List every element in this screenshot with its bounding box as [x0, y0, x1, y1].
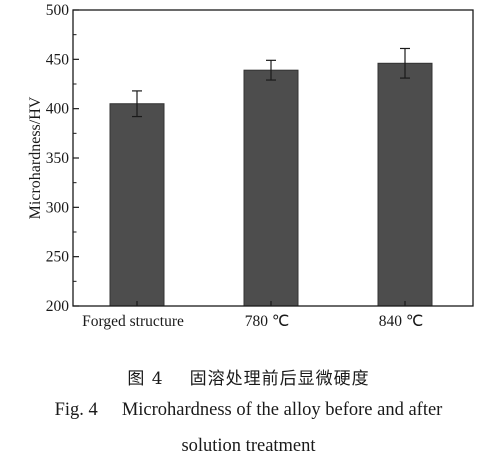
caption-en-line2: solution treatment: [181, 436, 316, 456]
caption-cn-number: 图 4: [127, 369, 164, 389]
error-bars-group: [132, 47, 410, 118]
y-tick-label-2: 300: [46, 199, 70, 216]
figure-caption-chinese: 图 4 固溶处理前后显微硬度: [0, 364, 497, 389]
caption-en-line1: Microhardness of the alloy before and af…: [121, 400, 443, 420]
x-tick-label-1: 780 ℃: [245, 313, 290, 330]
x-ticks-group: Forged structure 780 ℃ 840 ℃: [82, 301, 423, 330]
y-tick-label-4: 400: [46, 101, 70, 118]
y-tick-label-5: 450: [46, 51, 70, 68]
chart-figure: 200 250 300 350 400 450 500 Forged structure 78…: [27, 2, 474, 330]
y-tick-label-3: 350: [46, 150, 70, 167]
bar-1: [243, 69, 299, 307]
bar-0: [109, 103, 165, 307]
caption-en-number: Fig. 4: [54, 400, 98, 420]
bars-group: [109, 62, 433, 307]
x-tick-label-2: 840 ℃: [379, 313, 424, 330]
caption-cn-text: 固溶处理前后显微硬度: [189, 369, 370, 389]
x-tick-label-0: Forged structure: [82, 313, 184, 330]
y-axis-title: Microhardness/HV: [27, 96, 44, 219]
figure-caption-english-line2: solution treatment: [0, 436, 497, 457]
figure-caption-english-line1: Fig. 4 Microhardness of the alloy before …: [0, 400, 497, 421]
y-tick-label-6: 500: [46, 2, 70, 19]
y-tick-label-0: 200: [46, 298, 70, 315]
chart-svg: 200 250 300 350 400 450 500 Forged structure 78…: [27, 2, 474, 330]
bar-2: [377, 62, 433, 307]
y-tick-label-1: 250: [46, 249, 70, 266]
y-ticks-group: 200 250 300 350 400 450 500: [46, 2, 79, 315]
